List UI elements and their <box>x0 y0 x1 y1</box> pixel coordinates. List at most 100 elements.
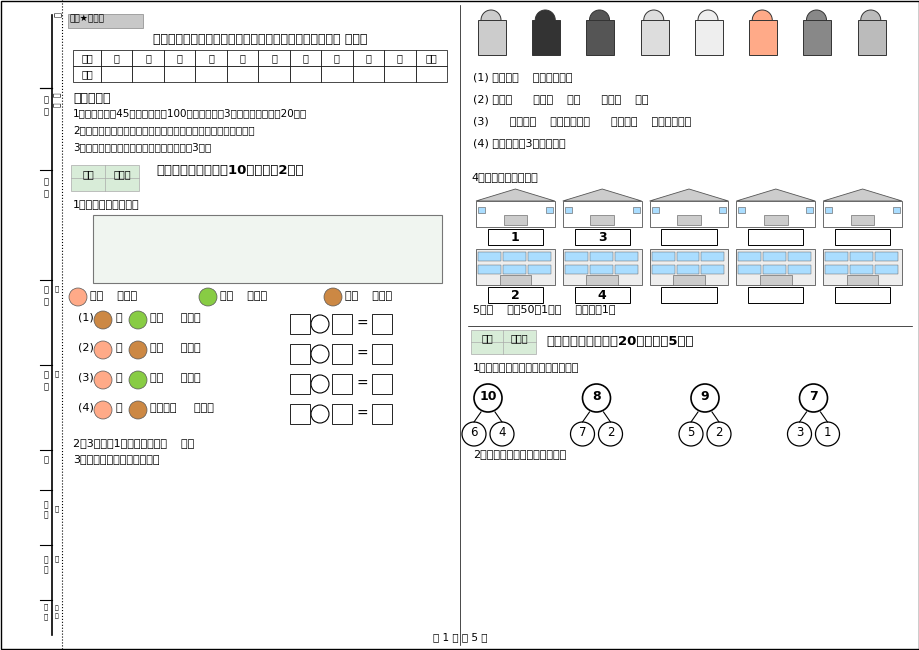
Bar <box>227 50 258 66</box>
Text: 3、看图，填一填，圈一圈。: 3、看图，填一填，圈一圈。 <box>73 454 159 464</box>
Circle shape <box>293 226 298 231</box>
Bar <box>321 66 352 82</box>
Text: 二: 二 <box>145 53 151 63</box>
Bar <box>788 265 811 274</box>
Circle shape <box>303 253 323 273</box>
Bar <box>738 207 744 213</box>
Bar <box>874 252 897 261</box>
Circle shape <box>311 315 329 333</box>
Bar <box>824 265 847 274</box>
Text: 比: 比 <box>116 313 122 323</box>
Bar <box>332 374 352 394</box>
Circle shape <box>347 257 353 261</box>
Bar <box>227 66 258 82</box>
Bar <box>195 66 227 82</box>
Bar <box>352 66 383 82</box>
Bar <box>352 50 383 66</box>
Text: 七: 七 <box>302 53 308 63</box>
Circle shape <box>306 257 312 261</box>
Bar <box>371 314 391 334</box>
Text: 题号: 题号 <box>81 53 93 63</box>
Bar <box>747 287 802 303</box>
Circle shape <box>248 226 253 231</box>
Bar <box>640 20 668 55</box>
Bar <box>564 265 587 274</box>
Circle shape <box>69 288 87 306</box>
Text: 少（     ）个。: 少（ ）个。 <box>150 313 200 323</box>
Text: 1、考试时间：45分钟，满分为100分（含卷面分3分），附加题单独20分。: 1、考试时间：45分钟，满分为100分（含卷面分3分），附加题单独20分。 <box>73 108 307 118</box>
Text: 撕: 撕 <box>55 613 59 619</box>
Text: 大理白族自治州实验小学一年级数学上学期期末考试试题 含答案: 大理白族自治州实验小学一年级数学上学期期末考试试题 含答案 <box>153 33 367 46</box>
Bar <box>892 207 899 213</box>
Text: 比: 比 <box>116 373 122 383</box>
Circle shape <box>806 10 825 30</box>
Bar <box>478 20 505 55</box>
Circle shape <box>385 253 405 273</box>
Text: (3): (3) <box>78 373 94 383</box>
Bar <box>564 207 572 213</box>
Text: 1: 1 <box>510 231 519 244</box>
Circle shape <box>311 345 329 363</box>
Bar <box>371 404 391 424</box>
Text: 3、不要在试卷上乱写乱画，卷面不整洁扣3分。: 3、不要在试卷上乱写乱画，卷面不整洁扣3分。 <box>73 142 211 152</box>
Circle shape <box>109 257 114 261</box>
Text: ）: ） <box>55 555 59 562</box>
Bar <box>823 201 901 227</box>
Text: 1: 1 <box>823 426 831 439</box>
Text: 图: 图 <box>53 12 62 17</box>
Bar <box>788 252 811 261</box>
Circle shape <box>814 422 839 446</box>
Text: 五: 五 <box>239 53 245 63</box>
Bar <box>585 275 618 285</box>
Text: 三: 三 <box>176 53 182 63</box>
Bar <box>735 249 814 285</box>
Bar <box>747 229 802 245</box>
Bar <box>471 330 536 354</box>
Text: 号: 号 <box>43 107 49 116</box>
Text: 6: 6 <box>470 426 477 439</box>
Circle shape <box>358 226 363 231</box>
Circle shape <box>678 422 702 446</box>
Bar <box>415 66 447 82</box>
Text: 道: 道 <box>43 565 49 574</box>
Bar <box>532 20 560 55</box>
Text: 有（    ）个，: 有（ ）个， <box>220 291 267 301</box>
Text: 和: 和 <box>116 403 122 413</box>
Text: (4) 圈出右边的3只小动物。: (4) 圈出右边的3只小动物。 <box>472 138 565 148</box>
Circle shape <box>266 257 270 261</box>
Bar <box>857 20 885 55</box>
Bar <box>614 265 637 274</box>
Text: 3: 3 <box>795 426 802 439</box>
Bar <box>164 50 195 66</box>
Bar <box>651 252 674 261</box>
Text: 班: 班 <box>43 285 49 294</box>
Text: (2) 从左数      排第（    ），      排第（    ）。: (2) 从左数 排第（ ）， 排第（ ）。 <box>472 94 648 104</box>
Circle shape <box>799 384 826 412</box>
Bar <box>475 249 554 285</box>
Circle shape <box>461 422 485 446</box>
Bar <box>589 252 612 261</box>
Circle shape <box>285 226 289 231</box>
Bar <box>673 275 704 285</box>
Text: (1) 一共有（    ）只小动物。: (1) 一共有（ ）只小动物。 <box>472 72 572 82</box>
Text: 校: 校 <box>43 382 49 391</box>
Circle shape <box>311 405 329 423</box>
Bar <box>332 344 352 364</box>
Circle shape <box>344 253 364 273</box>
Circle shape <box>180 253 200 273</box>
Text: 2: 2 <box>714 426 722 439</box>
Bar <box>528 265 550 274</box>
Bar <box>759 275 790 285</box>
Text: 科: 科 <box>43 455 49 464</box>
Text: 2、3个一和1个十合起来是（    ）。: 2、3个一和1个十合起来是（ ）。 <box>73 438 194 448</box>
Bar <box>195 50 227 66</box>
Bar <box>632 207 639 213</box>
Bar <box>735 201 814 227</box>
Bar <box>590 215 613 225</box>
Circle shape <box>129 371 147 389</box>
Circle shape <box>396 257 402 261</box>
Bar <box>68 14 142 28</box>
Bar <box>289 404 310 424</box>
Circle shape <box>395 226 400 231</box>
Circle shape <box>490 422 514 446</box>
